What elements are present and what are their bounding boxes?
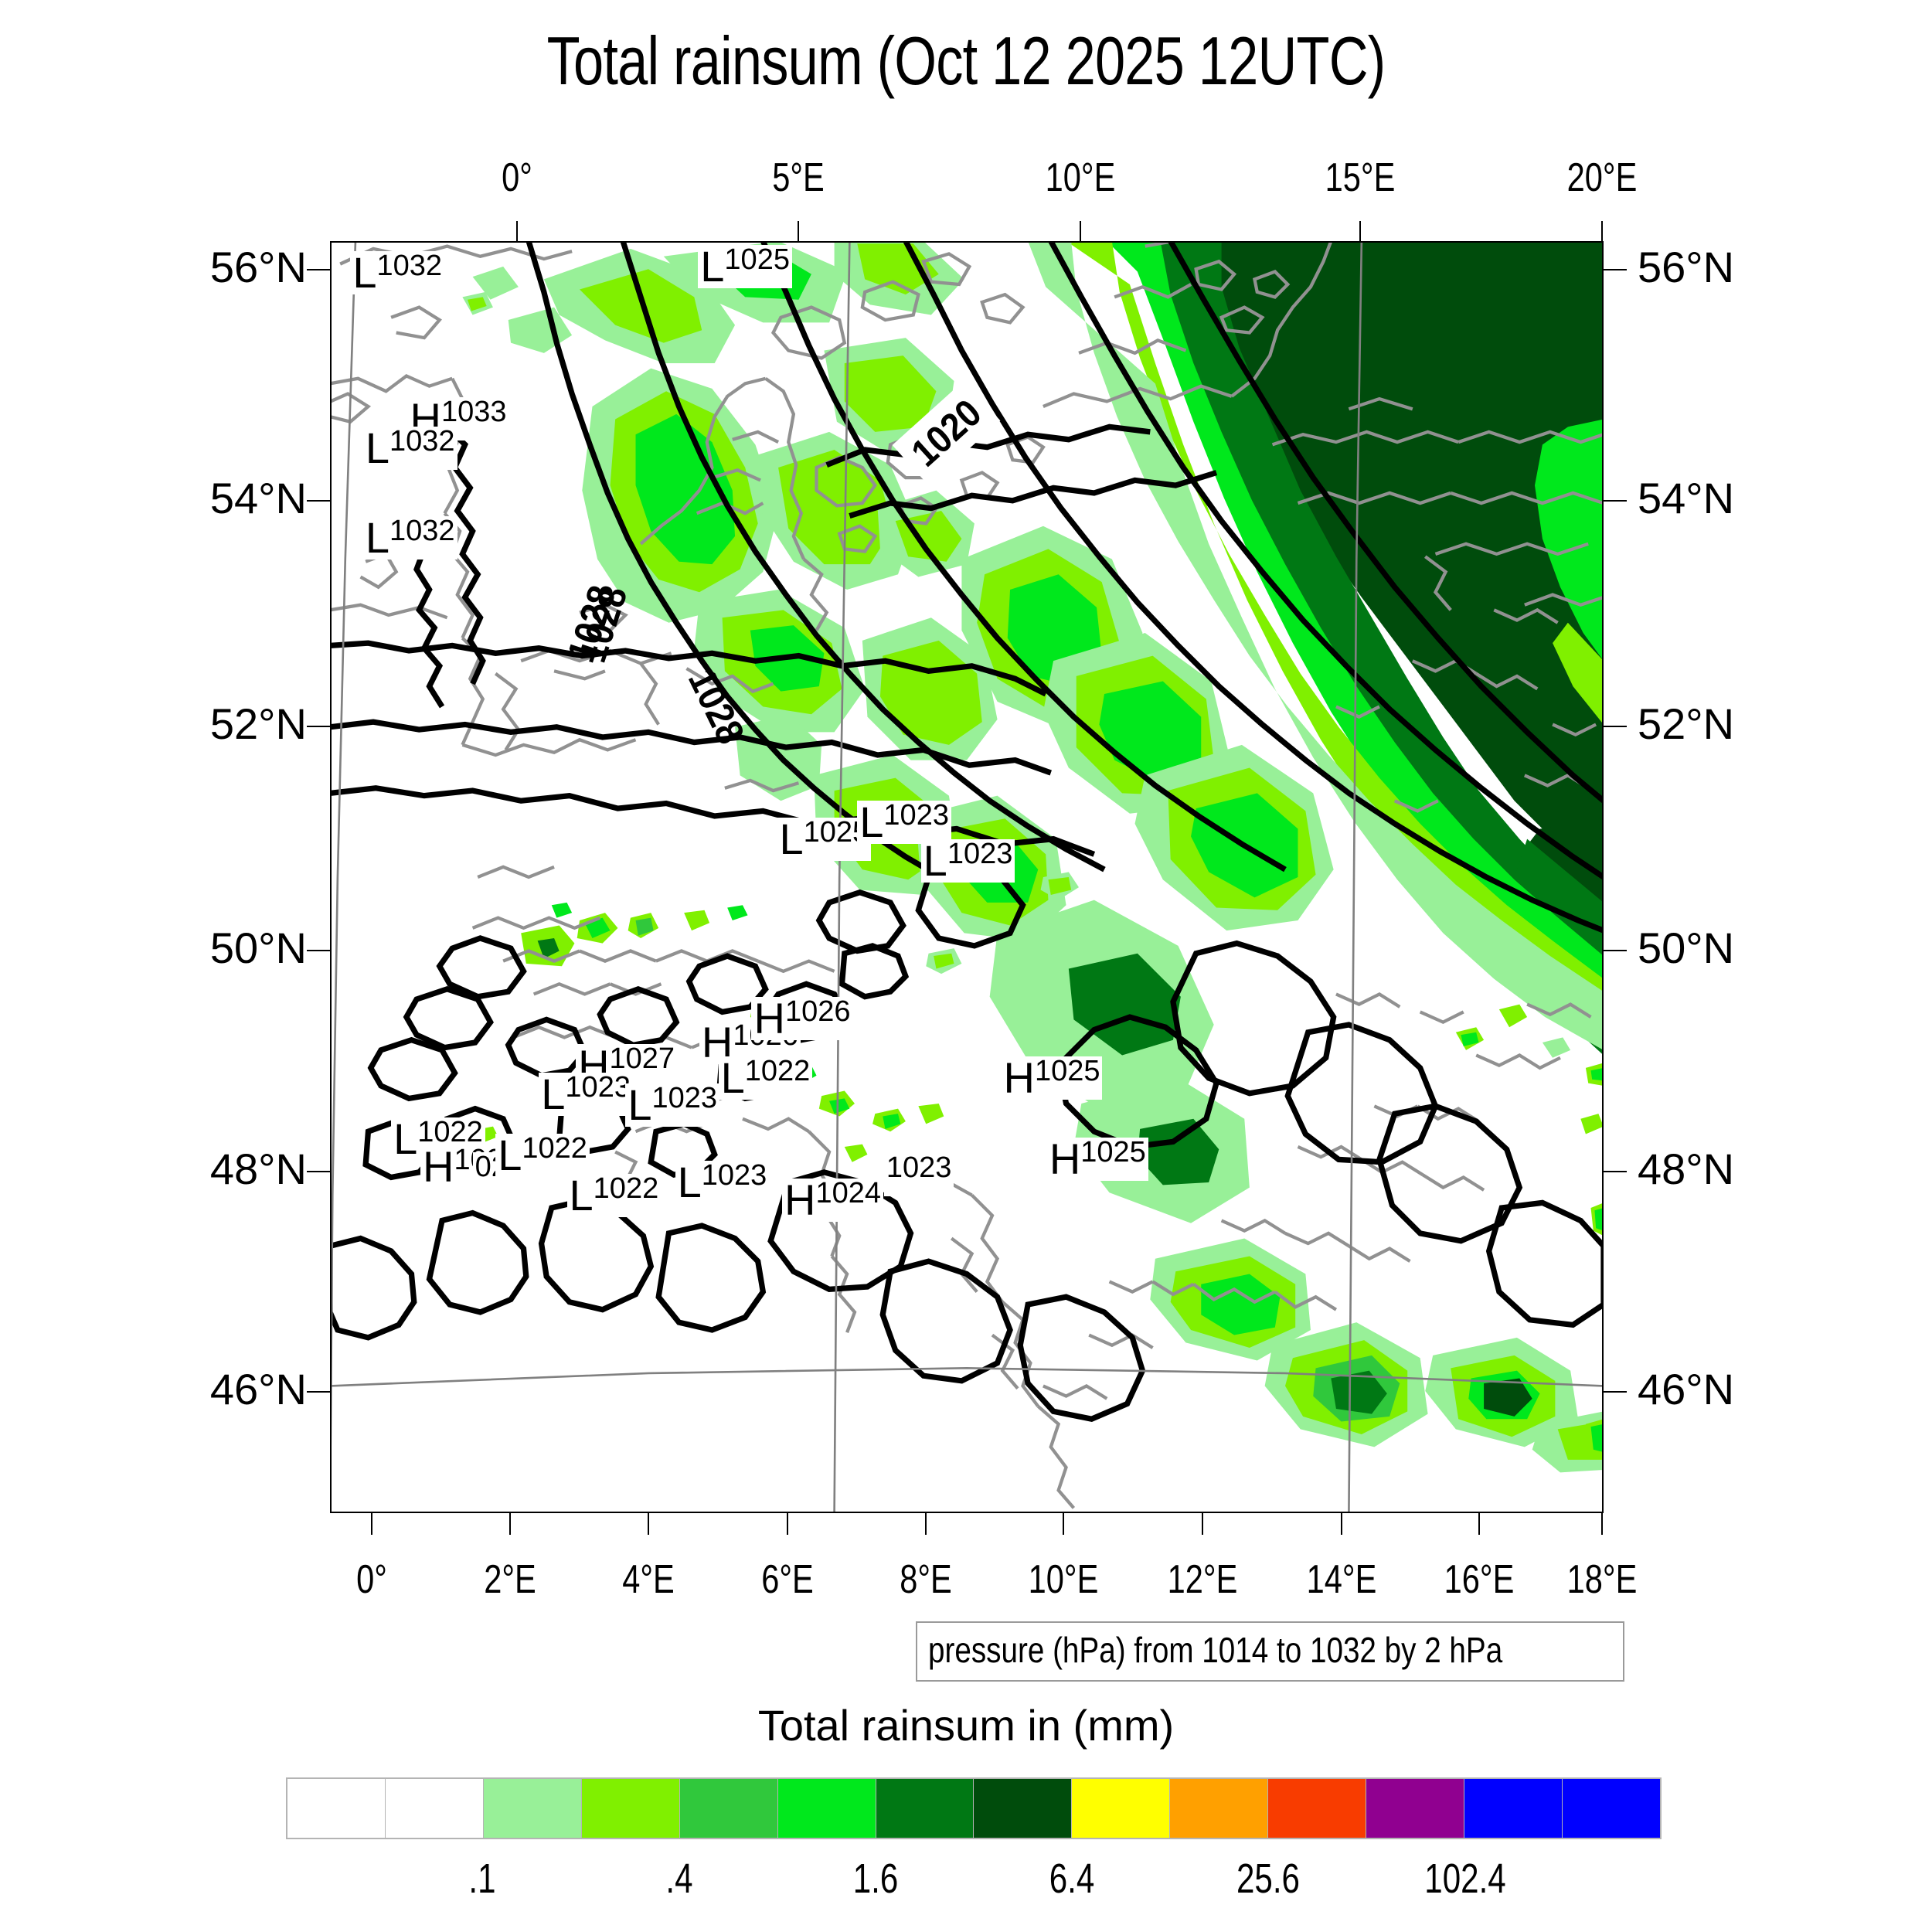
axis-label-top-4: 20°E [1567, 155, 1638, 200]
axis-label-left-4: 48°N [209, 1145, 307, 1194]
axis-label-bottom-3: 6°E [760, 1557, 814, 1602]
axis-label-left-5: 46°N [209, 1365, 307, 1414]
axis-label-right-1: 54°N [1638, 473, 1735, 522]
colorbar-segment-2[interactable] [483, 1779, 582, 1838]
colorbar-segment-9[interactable] [1170, 1779, 1269, 1838]
tick-left-5 [307, 1391, 330, 1393]
tick-top-0 [516, 221, 519, 241]
pressure-legend: pressure (hPa) from 1014 to 1032 by 2 hP… [916, 1621, 1624, 1682]
axis-label-bottom-9: 18°E [1567, 1557, 1638, 1602]
map-svg [330, 241, 1604, 1513]
tick-bottom-5 [1063, 1513, 1065, 1535]
axis-label-bottom-0: 0° [356, 1557, 388, 1602]
colorbar-segment-1[interactable] [385, 1779, 484, 1838]
tick-right-3 [1604, 949, 1627, 951]
colorbar-segment-5[interactable] [777, 1779, 876, 1838]
tick-bottom-7 [1340, 1513, 1342, 1535]
axis-label-bottom-2: 4°E [622, 1557, 675, 1602]
axis-label-bottom-1: 2°E [484, 1557, 536, 1602]
colorbar-tick-3: 6.4 [1049, 1855, 1095, 1902]
colorbar-tick-0: .1 [468, 1855, 496, 1902]
page-title: Total rainsum (Oct 12 2025 12UTC) [546, 22, 1386, 99]
colorbar-tick-4: 25.6 [1236, 1855, 1301, 1902]
colorbar-segment-4[interactable] [679, 1779, 778, 1838]
axis-label-top-1: 5°E [772, 155, 825, 200]
tick-right-1 [1604, 499, 1627, 502]
colorbar-segment-0[interactable] [287, 1779, 386, 1838]
tick-left-3 [307, 949, 330, 951]
tick-right-5 [1604, 1391, 1627, 1393]
tick-bottom-8 [1478, 1513, 1481, 1535]
axis-label-right-5: 46°N [1638, 1365, 1735, 1414]
axis-label-right-2: 52°N [1638, 699, 1735, 749]
axis-label-top-2: 10°E [1046, 155, 1116, 200]
tick-top-3 [1359, 221, 1362, 241]
axis-label-right-4: 48°N [1638, 1145, 1735, 1194]
tick-bottom-3 [786, 1513, 788, 1535]
tick-bottom-2 [648, 1513, 649, 1535]
pressure-legend-text: pressure (hPa) from 1014 to 1032 by 2 hP… [928, 1630, 1503, 1670]
colorbar-segment-13[interactable] [1562, 1779, 1660, 1838]
tick-top-2 [1080, 221, 1082, 241]
colorbar-segment-10[interactable] [1268, 1779, 1367, 1838]
tick-top-4 [1601, 221, 1604, 241]
axis-label-bottom-8: 16°E [1444, 1557, 1515, 1602]
tick-bottom-0 [371, 1513, 373, 1535]
tick-top-1 [798, 221, 800, 241]
colorbar-segment-3[interactable] [581, 1779, 680, 1838]
gridlines [330, 241, 1604, 1513]
isobars [330, 241, 1604, 1422]
tick-bottom-1 [509, 1513, 512, 1535]
colorbar-segment-7[interactable] [974, 1779, 1073, 1838]
axis-label-top-3: 15°E [1325, 155, 1396, 200]
axis-label-bottom-5: 10°E [1028, 1557, 1099, 1602]
axis-label-right-3: 50°N [1638, 923, 1735, 972]
colorbar-title: Total rainsum in (mm) [757, 1701, 1175, 1750]
colorbar[interactable] [286, 1777, 1662, 1839]
axis-label-top-0: 0° [502, 155, 533, 200]
tick-right-4 [1604, 1171, 1627, 1173]
tick-left-2 [307, 726, 330, 728]
tick-left-4 [307, 1171, 330, 1173]
axis-label-left-3: 50°N [209, 923, 307, 972]
colorbar-segment-12[interactable] [1464, 1779, 1563, 1838]
axis-label-bottom-7: 14°E [1306, 1557, 1376, 1602]
colorbar-tick-2: 1.6 [852, 1855, 899, 1902]
colorbar-tick-1: .4 [665, 1855, 693, 1902]
tick-bottom-9 [1601, 1513, 1604, 1535]
colorbar-segment-6[interactable] [876, 1779, 975, 1838]
tick-bottom-4 [925, 1513, 927, 1535]
colorbar-segment-8[interactable] [1072, 1779, 1171, 1838]
colorbar-segment-11[interactable] [1366, 1779, 1465, 1838]
tick-right-0 [1604, 269, 1627, 271]
tick-right-2 [1604, 726, 1627, 728]
tick-left-0 [307, 269, 330, 271]
axis-label-left-2: 52°N [209, 699, 307, 749]
axis-label-bottom-4: 8°E [900, 1557, 953, 1602]
axis-label-left-1: 54°N [209, 473, 307, 522]
tick-bottom-6 [1201, 1513, 1203, 1535]
tick-left-1 [307, 499, 330, 502]
axis-label-bottom-6: 12°E [1167, 1557, 1238, 1602]
axis-label-right-0: 56°N [1638, 243, 1735, 292]
colorbar-tick-5: 102.4 [1423, 1855, 1506, 1902]
map-panel [330, 241, 1604, 1513]
axis-label-left-0: 56°N [209, 243, 307, 292]
